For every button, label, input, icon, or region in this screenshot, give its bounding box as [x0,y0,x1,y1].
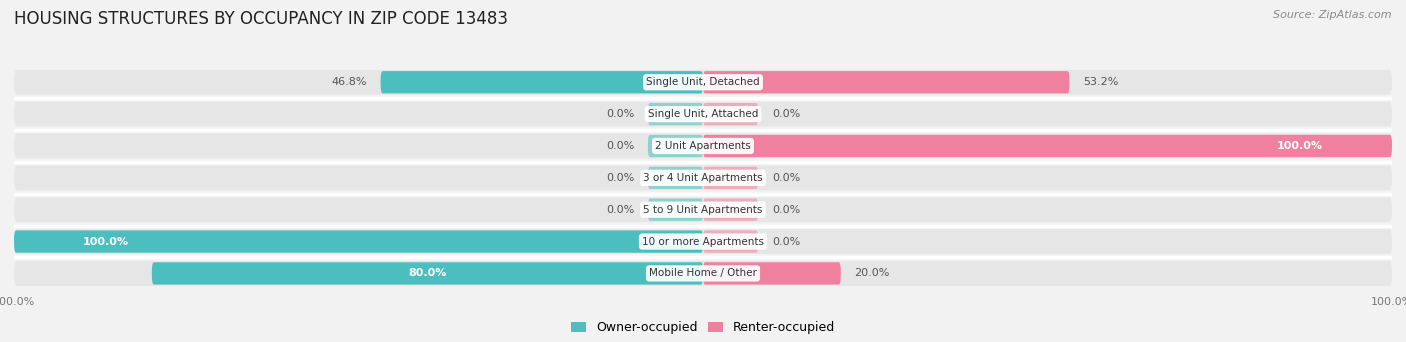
Text: 100.0%: 100.0% [83,237,129,247]
Text: 0.0%: 0.0% [772,173,800,183]
FancyBboxPatch shape [14,102,1392,127]
FancyBboxPatch shape [703,167,758,189]
Text: 20.0%: 20.0% [855,268,890,278]
FancyBboxPatch shape [14,166,1392,190]
Text: Source: ZipAtlas.com: Source: ZipAtlas.com [1274,10,1392,20]
Text: 0.0%: 0.0% [606,141,634,151]
Text: 0.0%: 0.0% [606,205,634,215]
FancyBboxPatch shape [648,103,703,125]
Text: 0.0%: 0.0% [772,205,800,215]
Text: 2 Unit Apartments: 2 Unit Apartments [655,141,751,151]
FancyBboxPatch shape [14,134,1392,158]
FancyBboxPatch shape [381,71,703,93]
Text: 0.0%: 0.0% [606,109,634,119]
FancyBboxPatch shape [14,229,1392,254]
FancyBboxPatch shape [14,70,1392,95]
Text: 0.0%: 0.0% [772,109,800,119]
Text: 10 or more Apartments: 10 or more Apartments [643,237,763,247]
FancyBboxPatch shape [648,135,703,157]
FancyBboxPatch shape [14,197,1392,222]
Text: Mobile Home / Other: Mobile Home / Other [650,268,756,278]
Text: 53.2%: 53.2% [1083,77,1119,87]
Text: Single Unit, Detached: Single Unit, Detached [647,77,759,87]
FancyBboxPatch shape [648,199,703,221]
FancyBboxPatch shape [703,135,1392,157]
FancyBboxPatch shape [703,231,758,253]
Text: 0.0%: 0.0% [772,237,800,247]
FancyBboxPatch shape [703,71,1070,93]
Text: 0.0%: 0.0% [606,173,634,183]
FancyBboxPatch shape [14,261,1392,286]
FancyBboxPatch shape [703,262,841,285]
Text: 100.0%: 100.0% [1277,141,1323,151]
Text: 80.0%: 80.0% [408,268,447,278]
FancyBboxPatch shape [152,262,703,285]
Text: Single Unit, Attached: Single Unit, Attached [648,109,758,119]
FancyBboxPatch shape [14,231,703,253]
Text: 5 to 9 Unit Apartments: 5 to 9 Unit Apartments [644,205,762,215]
Text: 3 or 4 Unit Apartments: 3 or 4 Unit Apartments [643,173,763,183]
Text: 46.8%: 46.8% [332,77,367,87]
Legend: Owner-occupied, Renter-occupied: Owner-occupied, Renter-occupied [567,316,839,339]
FancyBboxPatch shape [703,103,758,125]
FancyBboxPatch shape [648,167,703,189]
Text: HOUSING STRUCTURES BY OCCUPANCY IN ZIP CODE 13483: HOUSING STRUCTURES BY OCCUPANCY IN ZIP C… [14,10,508,28]
FancyBboxPatch shape [703,199,758,221]
